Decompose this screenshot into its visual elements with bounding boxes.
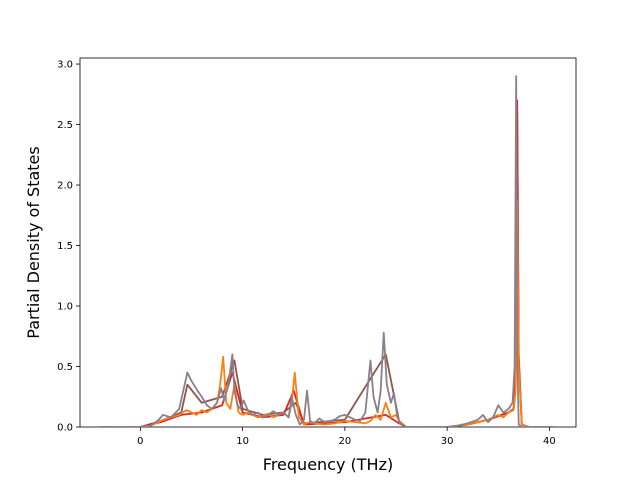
x-tick-label: 40 [543, 436, 556, 447]
series-layer [99, 75, 555, 427]
y-tick-label: 1.5 [57, 241, 73, 252]
series-line-1 [99, 75, 555, 427]
x-axis-label: Frequency (THz) [263, 455, 393, 474]
y-tick-label: 2.0 [57, 181, 73, 192]
x-tick-label: 30 [441, 436, 454, 447]
series-line-3 [99, 99, 555, 427]
y-tick-label: 2.5 [57, 120, 73, 131]
plot-area-frame [79, 57, 577, 428]
x-tick-label: 20 [339, 436, 352, 447]
y-tick-label: 0.5 [57, 362, 73, 373]
y-tick-label: 3.0 [57, 60, 73, 71]
series-line-4 [99, 111, 555, 427]
y-tick-label: 1.0 [57, 302, 73, 313]
y-axis-ticks: 0.0 0.5 1.0 1.5 2.0 2.5 3.0 [57, 60, 80, 434]
x-tick-label: 0 [137, 436, 143, 447]
x-axis-ticks: 0 10 20 30 40 [137, 427, 556, 447]
y-tick-label: 0.0 [57, 423, 73, 434]
series-line-2 [99, 199, 555, 427]
y-axis-label: Partial Density of States [24, 146, 43, 338]
x-tick-label: 10 [236, 436, 249, 447]
